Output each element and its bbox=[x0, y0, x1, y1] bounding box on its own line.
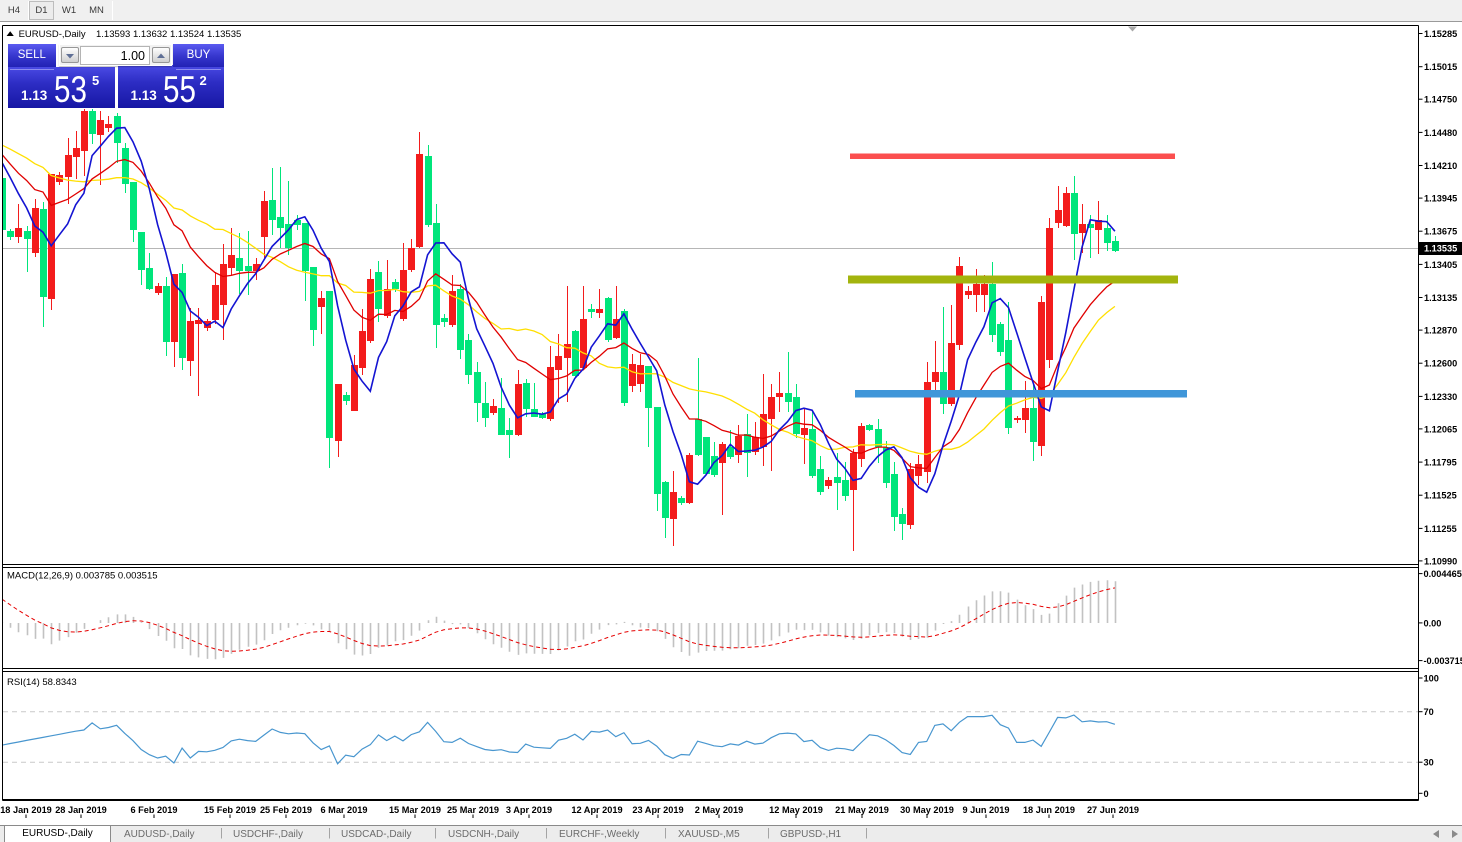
svg-text:6 Mar 2019: 6 Mar 2019 bbox=[321, 805, 368, 815]
svg-text:2 May 2019: 2 May 2019 bbox=[695, 805, 744, 815]
svg-text:1.12600: 1.12600 bbox=[1424, 359, 1457, 369]
svg-text:1.13535: 1.13535 bbox=[1424, 244, 1457, 254]
svg-text:0.00: 0.00 bbox=[1424, 618, 1442, 628]
svg-text:28 Jan 2019: 28 Jan 2019 bbox=[55, 805, 107, 815]
svg-text:0: 0 bbox=[1424, 789, 1429, 799]
svg-text:1.15015: 1.15015 bbox=[1424, 62, 1457, 72]
svg-text:27 Jun 2019: 27 Jun 2019 bbox=[1087, 805, 1139, 815]
svg-text:1.13945: 1.13945 bbox=[1424, 194, 1457, 204]
svg-text:25 Mar 2019: 25 Mar 2019 bbox=[447, 805, 499, 815]
svg-text:70: 70 bbox=[1424, 707, 1434, 717]
svg-text:6 Feb 2019: 6 Feb 2019 bbox=[131, 805, 178, 815]
svg-text:30 May 2019: 30 May 2019 bbox=[900, 805, 954, 815]
svg-text:3 Apr 2019: 3 Apr 2019 bbox=[506, 805, 552, 815]
svg-text:30: 30 bbox=[1424, 758, 1434, 768]
svg-text:1.14480: 1.14480 bbox=[1424, 128, 1457, 138]
svg-text:1.13405: 1.13405 bbox=[1424, 260, 1457, 270]
svg-text:15 Mar 2019: 15 Mar 2019 bbox=[389, 805, 441, 815]
svg-text:1.12330: 1.12330 bbox=[1424, 392, 1457, 402]
svg-text:1.13675: 1.13675 bbox=[1424, 227, 1457, 237]
svg-text:100: 100 bbox=[1424, 674, 1439, 684]
svg-text:RSI(14) 58.8343: RSI(14) 58.8343 bbox=[7, 677, 77, 688]
svg-text:-0.003715: -0.003715 bbox=[1424, 656, 1462, 666]
svg-text:12 May 2019: 12 May 2019 bbox=[769, 805, 823, 815]
svg-text:25 Feb 2019: 25 Feb 2019 bbox=[260, 805, 312, 815]
svg-text:1.10990: 1.10990 bbox=[1424, 556, 1457, 566]
svg-text:23 Apr 2019: 23 Apr 2019 bbox=[632, 805, 683, 815]
svg-text:9 Jun 2019: 9 Jun 2019 bbox=[963, 805, 1010, 815]
svg-text:12 Apr 2019: 12 Apr 2019 bbox=[571, 805, 622, 815]
svg-text:1.11255: 1.11255 bbox=[1424, 524, 1457, 534]
svg-text:18 Jun 2019: 18 Jun 2019 bbox=[1023, 805, 1075, 815]
svg-text:15 Feb 2019: 15 Feb 2019 bbox=[204, 805, 256, 815]
svg-text:1.12870: 1.12870 bbox=[1424, 326, 1457, 336]
svg-text:1.12065: 1.12065 bbox=[1424, 424, 1457, 434]
svg-text:1.13135: 1.13135 bbox=[1424, 293, 1457, 303]
svg-text:1.11795: 1.11795 bbox=[1424, 458, 1457, 468]
svg-text:1.14210: 1.14210 bbox=[1424, 161, 1457, 171]
svg-text:0.004465: 0.004465 bbox=[1424, 569, 1462, 579]
svg-text:1.14750: 1.14750 bbox=[1424, 95, 1457, 105]
svg-text:1.15285: 1.15285 bbox=[1424, 29, 1457, 39]
svg-text:MACD(12,26,9) 0.003785 0.00351: MACD(12,26,9) 0.003785 0.003515 bbox=[7, 571, 158, 582]
svg-text:18 Jan 2019: 18 Jan 2019 bbox=[0, 805, 52, 815]
svg-text:21 May 2019: 21 May 2019 bbox=[835, 805, 889, 815]
svg-text:1.11525: 1.11525 bbox=[1424, 491, 1457, 501]
